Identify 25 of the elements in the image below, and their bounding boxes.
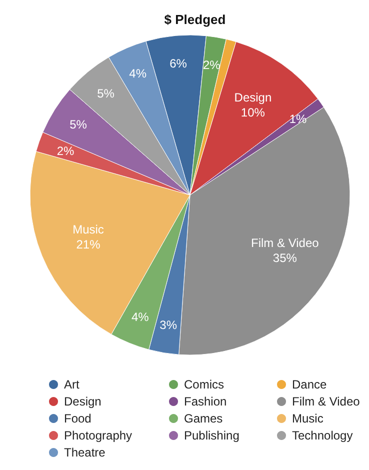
legend-label: Photography [64,428,132,442]
data-label: Film & Video 35% [251,236,320,266]
data-label: 2% [203,58,221,72]
data-label: 4% [131,310,150,324]
legend-label: Games [184,412,223,426]
legend-label: Technology [292,428,353,442]
data-label: 5% [70,118,88,132]
legend-label: Dance [292,378,328,392]
data-label: 4% [129,66,147,81]
legend-label: Comics [184,378,224,392]
data-label: 5% [97,86,115,100]
legend-label: Publishing [184,428,240,442]
legend-label: Design [64,394,102,408]
legend-label: Fashion [184,394,227,408]
legend-label: Music [292,412,324,426]
chart-title: $ Pledged [164,12,226,27]
legend-label: Food [64,412,92,426]
legend-label: Theatre [64,446,106,460]
data-label: 3% [160,318,178,332]
data-label: 6% [170,56,188,71]
legend-label: Film & Video [292,394,360,408]
data-label: 2% [56,144,75,158]
data-label: Music 21% [72,222,104,252]
data-label: Design 10% [234,90,272,120]
legend-label: Art [64,378,80,392]
